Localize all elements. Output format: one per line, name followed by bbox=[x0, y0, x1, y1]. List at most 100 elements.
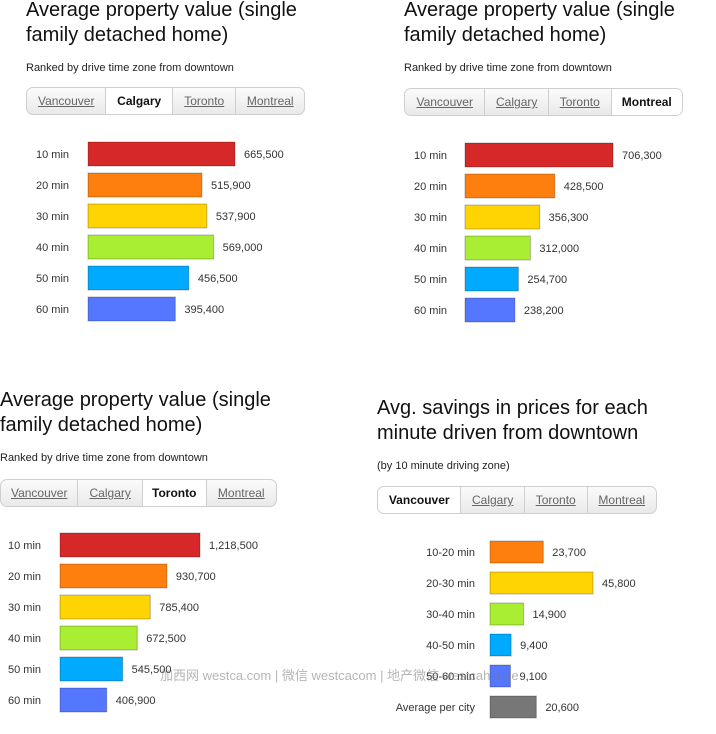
category-label: 10 min bbox=[36, 149, 69, 161]
category-label: 30-40 min bbox=[426, 609, 475, 621]
category-label: 40-50 min bbox=[426, 640, 475, 652]
category-label: 20 min bbox=[36, 180, 69, 192]
category-label: 40 min bbox=[414, 243, 447, 255]
category-label: 50 min bbox=[8, 664, 41, 676]
panel-montreal: Average property value (single family de… bbox=[404, 0, 714, 330]
panel-savings: Avg. savings in prices for each minute d… bbox=[377, 397, 707, 728]
category-label: 30 min bbox=[8, 602, 41, 614]
value-label: 672,500 bbox=[146, 633, 186, 645]
tab-vancouver[interactable]: Vancouver bbox=[378, 487, 462, 513]
panel-toronto: Average property value (single family de… bbox=[0, 389, 330, 720]
tab-montreal[interactable]: Montreal bbox=[598, 493, 646, 507]
tab-vancouver[interactable]: Vancouver bbox=[1, 480, 79, 506]
watermark: 加西网 westca.com | 微信 westcacom | 地产微信 wes… bbox=[160, 668, 519, 683]
category-label: Average per city bbox=[396, 702, 476, 714]
bar bbox=[464, 235, 531, 261]
category-label: 60 min bbox=[36, 304, 69, 316]
chart-title: Average property value (single family de… bbox=[26, 0, 297, 46]
value-label: 9,100 bbox=[519, 671, 547, 683]
value-label: 356,300 bbox=[549, 212, 589, 224]
category-label: 20 min bbox=[8, 571, 41, 583]
chart-subtitle: Ranked by drive time zone from downtown bbox=[0, 452, 208, 464]
value-label: 406,900 bbox=[116, 695, 156, 707]
tab-toronto[interactable]: Toronto bbox=[142, 480, 207, 506]
city-tabs: Vancouver Calgary Toronto Montreal bbox=[26, 87, 305, 115]
bar bbox=[87, 265, 190, 291]
bar bbox=[59, 687, 108, 713]
chart-subtitle: Ranked by drive time zone from downtown bbox=[26, 62, 234, 74]
tab-toronto[interactable]: Toronto bbox=[525, 487, 588, 513]
tab-calgary[interactable]: Calgary bbox=[485, 89, 549, 115]
value-label: 45,800 bbox=[602, 578, 636, 590]
bar bbox=[87, 172, 203, 198]
tab-toronto[interactable]: Toronto bbox=[549, 89, 612, 115]
category-label: 10 min bbox=[414, 150, 447, 162]
value-label: 395,400 bbox=[184, 304, 224, 316]
value-label: 515,900 bbox=[211, 180, 251, 192]
bar bbox=[489, 695, 537, 719]
value-label: 545,500 bbox=[132, 664, 172, 676]
category-label: 50-60 min bbox=[426, 671, 475, 683]
tab-toronto[interactable]: Toronto bbox=[173, 88, 237, 114]
tab-montreal[interactable]: Montreal bbox=[611, 89, 682, 115]
bar bbox=[464, 266, 519, 292]
category-label: 30 min bbox=[414, 212, 447, 224]
bar bbox=[489, 571, 594, 595]
bar bbox=[464, 297, 516, 323]
bar-chart-montreal: 10 min 706,300 20 min 428,500 30 min 356,300 4… bbox=[414, 142, 662, 323]
value-label: 930,700 bbox=[176, 571, 216, 583]
value-label: 9,400 bbox=[520, 640, 548, 652]
city-tabs: Vancouver Calgary Toronto Montreal bbox=[0, 479, 277, 507]
bar bbox=[489, 602, 525, 626]
chart-title: Avg. savings in prices for each minute d… bbox=[377, 397, 648, 444]
category-label: 20 min bbox=[414, 181, 447, 193]
category-label: 30 min bbox=[36, 211, 69, 223]
bar bbox=[59, 625, 138, 651]
chart-subtitle: Ranked by drive time zone from downtown bbox=[404, 62, 612, 74]
bar bbox=[489, 540, 544, 564]
bar bbox=[464, 173, 556, 199]
tab-calgary[interactable]: Calgary bbox=[106, 88, 173, 114]
category-label: 50 min bbox=[414, 274, 447, 286]
bar bbox=[87, 203, 208, 229]
value-label: 23,700 bbox=[552, 547, 586, 559]
bar bbox=[87, 296, 176, 322]
value-label: 312,000 bbox=[539, 243, 579, 255]
bar-chart-calgary: 10 min 665,500 20 min 515,900 30 min 537,900 4… bbox=[36, 141, 284, 322]
value-label: 706,300 bbox=[622, 150, 662, 162]
tab-montreal[interactable]: Montreal bbox=[217, 486, 265, 500]
value-label: 665,500 bbox=[244, 149, 284, 161]
category-label: 60 min bbox=[414, 305, 447, 317]
tab-calgary[interactable]: Calgary bbox=[78, 480, 143, 506]
bar bbox=[464, 204, 541, 230]
city-tabs: Vancouver Calgary Toronto Montreal bbox=[377, 486, 657, 514]
tab-vancouver[interactable]: Vancouver bbox=[405, 89, 486, 115]
value-label: 20,600 bbox=[545, 702, 579, 714]
bar bbox=[87, 141, 236, 167]
bar-chart-savings: 10-20 min 23,700 20-30 min 45,800 30-40 min 1… bbox=[396, 540, 636, 719]
value-label: 1,218,500 bbox=[209, 540, 258, 552]
tab-montreal[interactable]: Montreal bbox=[246, 94, 294, 108]
category-label: 40 min bbox=[36, 242, 69, 254]
bar bbox=[59, 532, 201, 558]
value-label: 537,900 bbox=[216, 211, 256, 223]
value-label: 785,400 bbox=[159, 602, 199, 614]
chart-title: Average property value (single family de… bbox=[404, 0, 675, 46]
bar bbox=[59, 656, 124, 682]
value-label: 428,500 bbox=[564, 181, 604, 193]
city-tabs: Vancouver Calgary Toronto Montreal bbox=[404, 88, 683, 116]
chart-title: Average property value (single family de… bbox=[0, 389, 271, 436]
bar bbox=[59, 563, 168, 589]
value-label: 456,500 bbox=[198, 273, 238, 285]
bar bbox=[464, 142, 614, 168]
category-label: 10-20 min bbox=[426, 547, 475, 559]
category-label: 50 min bbox=[36, 273, 69, 285]
category-label: 10 min bbox=[8, 540, 41, 552]
tab-vancouver[interactable]: Vancouver bbox=[27, 88, 107, 114]
value-label: 569,000 bbox=[223, 242, 263, 254]
bar bbox=[489, 664, 511, 688]
tab-calgary[interactable]: Calgary bbox=[461, 487, 525, 513]
panel-calgary: Average property value (single family de… bbox=[26, 0, 336, 330]
bar-chart-toronto: 10 min 1,218,500 20 min 930,700 30 min 785,40… bbox=[8, 532, 258, 713]
value-label: 254,700 bbox=[527, 274, 567, 286]
